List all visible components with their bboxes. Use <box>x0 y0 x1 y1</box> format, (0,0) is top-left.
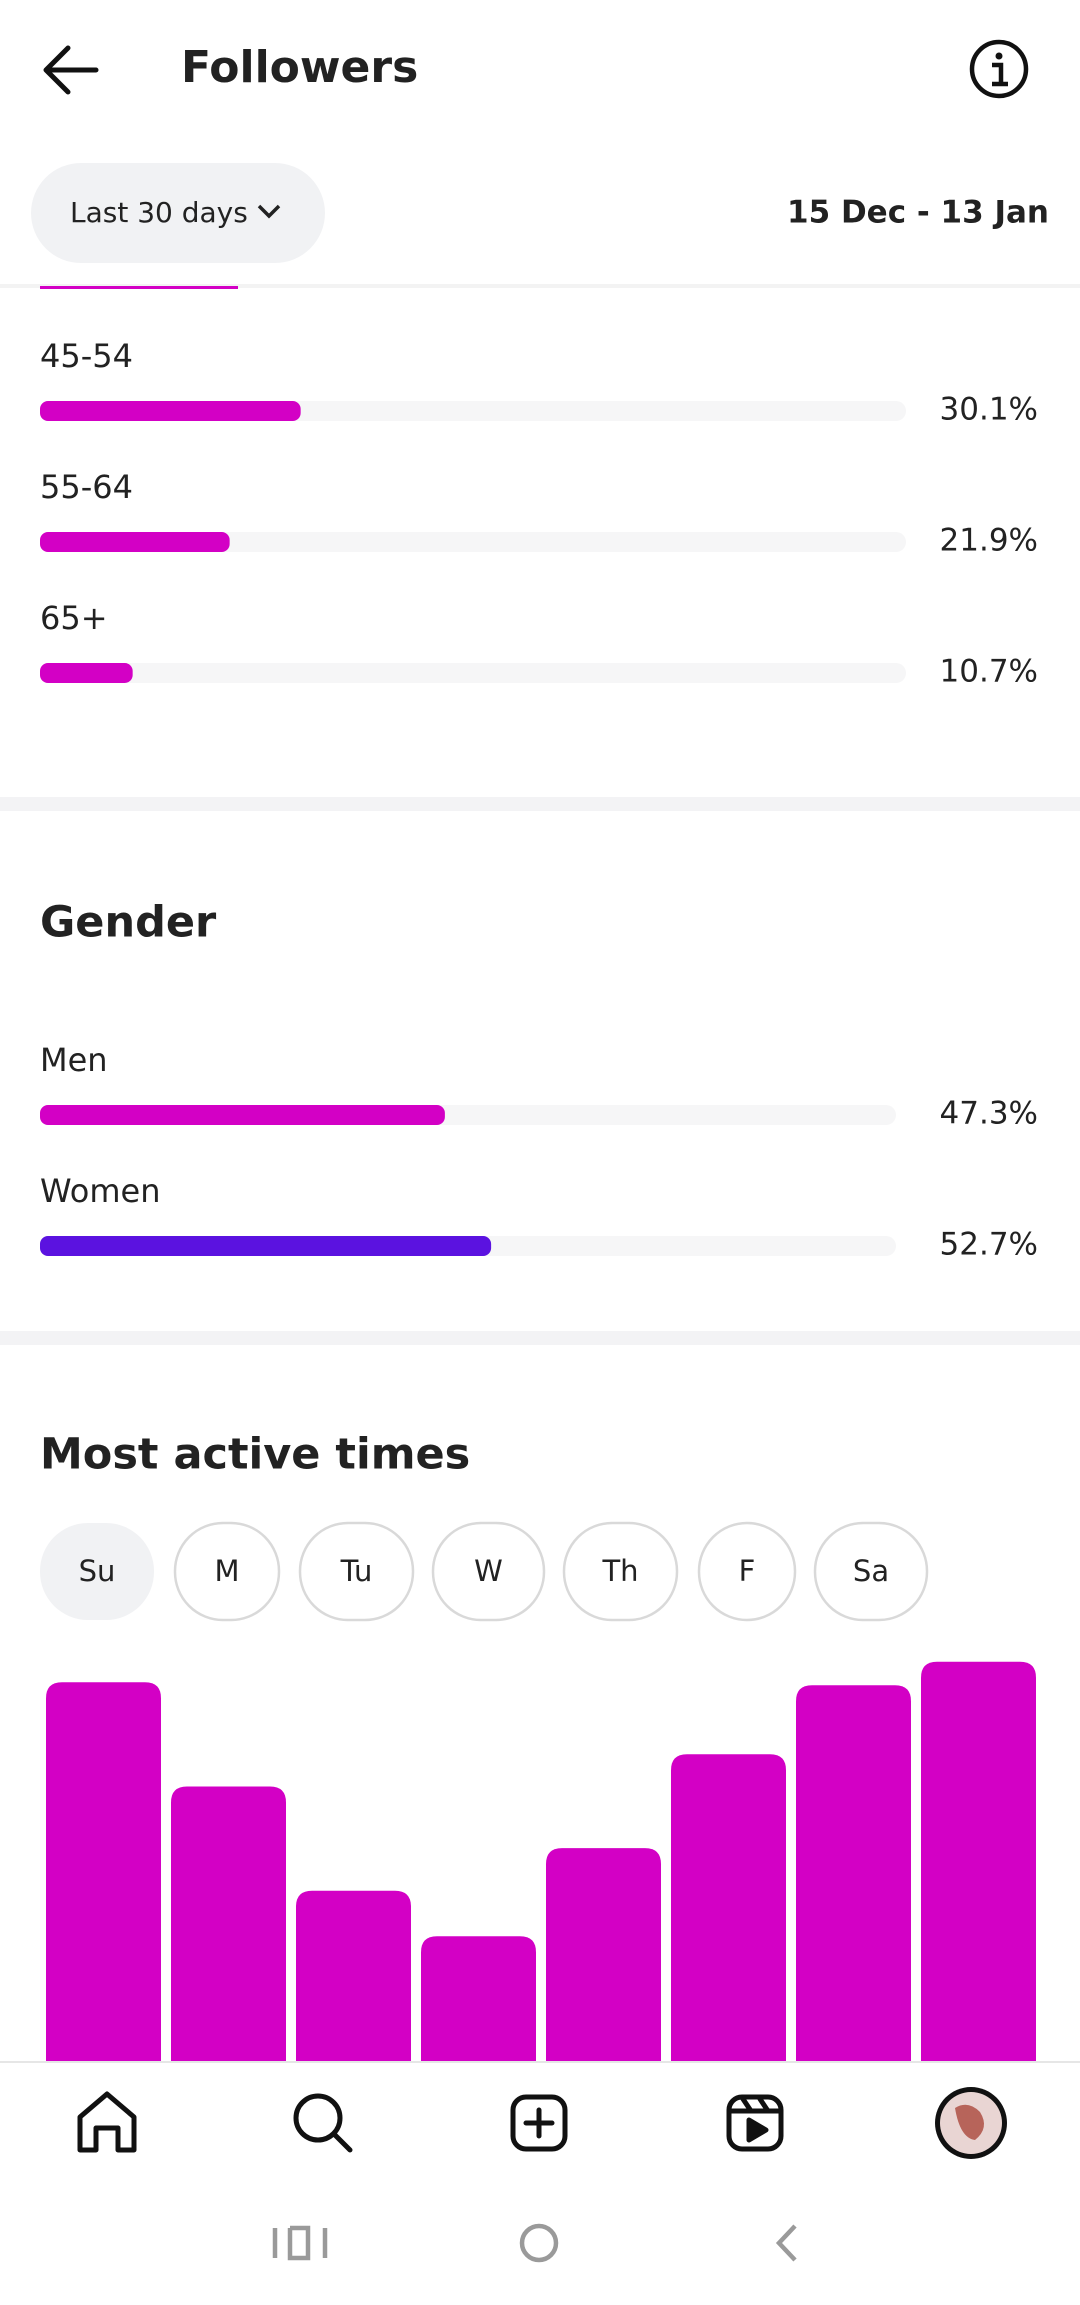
section-title: Gender <box>40 898 217 948</box>
group-label: 55-64 <box>40 468 133 506</box>
reels-box <box>726 2094 784 2152</box>
bar-track <box>40 663 906 683</box>
value-label: 21.9% <box>940 523 1038 559</box>
home-icon[interactable] <box>77 2091 137 2153</box>
date-range: 15 Dec - 13 Jan <box>787 195 1049 231</box>
bar <box>421 1936 536 2061</box>
chip-label: Su <box>79 1554 116 1588</box>
bar <box>40 663 133 683</box>
search-lens <box>293 2093 343 2143</box>
chip-bg <box>813 1521 929 1622</box>
search-handle <box>331 2131 353 2153</box>
chip-bg <box>298 1521 415 1622</box>
info-stem <box>992 62 1008 87</box>
day-chip[interactable]: Tu <box>298 1521 415 1622</box>
cut-bar <box>40 286 238 289</box>
bar <box>40 1236 492 1256</box>
chip-label: M <box>214 1554 239 1588</box>
bar <box>671 1754 786 2061</box>
page-title: Followers <box>181 42 418 93</box>
chip-label: Sa <box>853 1554 889 1588</box>
profile-button[interactable] <box>935 2087 1007 2159</box>
day-chip[interactable]: Sa <box>813 1521 929 1622</box>
info-icon <box>969 39 1029 99</box>
day-chip[interactable]: Su <box>40 1523 154 1620</box>
day-chip[interactable]: F <box>697 1521 797 1622</box>
info-button[interactable] <box>969 39 1029 99</box>
bar <box>40 401 301 421</box>
range-dropdown[interactable]: Last 30 days <box>31 163 325 263</box>
section-divider <box>0 1331 1080 1345</box>
bar <box>921 1661 1036 2061</box>
bar <box>796 1685 911 2061</box>
create-box <box>510 2094 568 2152</box>
bar <box>296 1890 411 2061</box>
section-divider <box>0 797 1080 811</box>
bar-track <box>40 532 906 552</box>
chip-label: Tu <box>340 1554 373 1588</box>
chip-label: F <box>739 1554 756 1588</box>
search-icon[interactable] <box>293 2093 353 2153</box>
group-label: Men <box>40 1041 108 1079</box>
create-plus <box>523 2107 555 2139</box>
chip-bg <box>431 1521 546 1622</box>
chip-bg <box>697 1521 797 1622</box>
chevron <box>257 204 281 219</box>
bottom-nav <box>0 2061 1080 2305</box>
day-chip[interactable]: Th <box>562 1521 679 1622</box>
bar <box>40 1105 445 1125</box>
value-label: 52.7% <box>940 1227 1038 1263</box>
bar <box>40 532 230 552</box>
reels-top <box>728 2096 782 2114</box>
value-label: 10.7% <box>940 654 1038 690</box>
value-label: 30.1% <box>940 392 1038 428</box>
avatar-art <box>955 2104 984 2140</box>
chip-label: W <box>474 1554 503 1588</box>
back-button[interactable] <box>43 45 99 95</box>
create-icon[interactable] <box>510 2094 568 2152</box>
chip-bg <box>562 1521 679 1622</box>
bar <box>46 1682 161 2061</box>
bar <box>171 1786 286 2061</box>
header-divider <box>0 284 1080 288</box>
home-button[interactable] <box>519 2223 559 2263</box>
back-arrow <box>43 45 99 95</box>
day-chip[interactable]: M <box>173 1521 281 1622</box>
day-chip[interactable]: W <box>431 1521 546 1622</box>
recents-button[interactable] <box>272 2225 328 2261</box>
chip-bg <box>173 1521 281 1622</box>
chip-bg <box>40 1523 154 1620</box>
android-back[interactable] <box>775 2224 797 2262</box>
group-label: Women <box>40 1172 160 1210</box>
reels-icon[interactable] <box>726 2094 784 2152</box>
bar <box>546 1848 661 2061</box>
group-label: 45-54 <box>40 337 133 375</box>
reels-play <box>746 2117 769 2143</box>
group-label: 65+ <box>40 599 108 637</box>
info-dot <box>995 52 1003 60</box>
range-label: Last 30 days <box>70 196 248 229</box>
range-pill <box>31 163 325 263</box>
section-title: Most active times <box>40 1430 470 1480</box>
content: 45-54 30.1% 55-64 21.9% 65+ 10.7% Men 47.3% Wome… <box>40 337 1038 2061</box>
chip-label: Th <box>601 1554 638 1588</box>
value-label: 47.3% <box>940 1096 1038 1132</box>
